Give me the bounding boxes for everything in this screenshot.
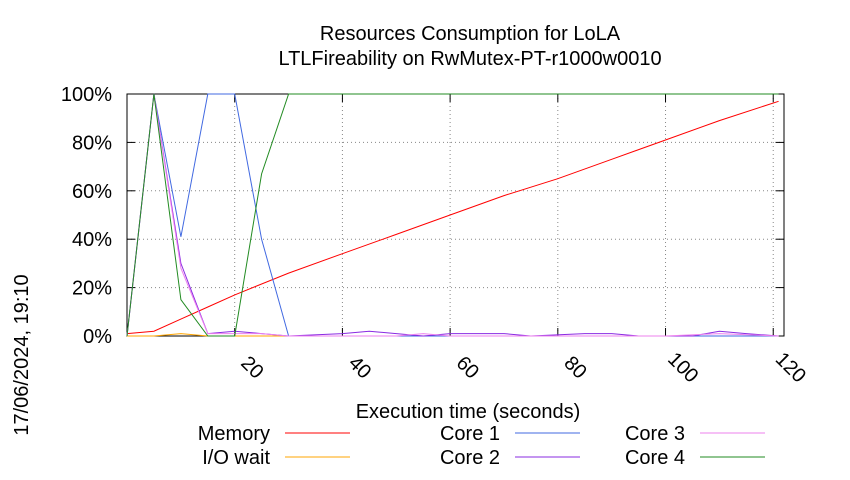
axes: 0% 20% 40% 60% 80% 100% 20 40 60 80 100 120 bbox=[61, 84, 810, 387]
y-tick-label: 0% bbox=[83, 326, 112, 348]
y-tick-label: 20% bbox=[72, 278, 112, 300]
x-axis-label: Execution time (seconds) bbox=[356, 401, 581, 423]
x-tick-label: 20 bbox=[236, 352, 267, 383]
x-tick-label: 60 bbox=[452, 352, 483, 383]
grid bbox=[127, 94, 784, 336]
y-tick-label: 80% bbox=[72, 132, 112, 154]
y-tick-label: 40% bbox=[72, 229, 112, 251]
plot-frame bbox=[126, 93, 785, 337]
legend-label-core-4: Core 4 bbox=[625, 447, 685, 469]
x-tick-label: 100 bbox=[663, 348, 702, 387]
x-tick-label: 80 bbox=[559, 352, 590, 383]
series-line-memory bbox=[126, 100, 779, 335]
y-tick-label: 60% bbox=[72, 181, 112, 203]
x-tick-label: 40 bbox=[344, 352, 375, 383]
side-timestamp-label: 17/06/2024, 19:10 bbox=[11, 274, 33, 435]
legend-label-memory: Memory bbox=[198, 423, 270, 445]
legend-label-core-3: Core 3 bbox=[625, 423, 685, 445]
legend-label-core-2: Core 2 bbox=[440, 447, 500, 469]
series-layer bbox=[126, 93, 779, 337]
series-line-core-3 bbox=[126, 93, 779, 337]
legend-label-i-o-wait: I/O wait bbox=[202, 447, 270, 469]
series-line-core-4 bbox=[126, 93, 779, 337]
x-tick-label: 120 bbox=[771, 348, 810, 387]
chart-subtitle: LTLFireability on RwMutex-PT-r1000w0010 bbox=[278, 48, 661, 70]
chart-title: Resources Consumption for LoLA bbox=[320, 23, 621, 45]
y-tick-label: 100% bbox=[61, 84, 112, 106]
legend-label-core-1: Core 1 bbox=[440, 423, 500, 445]
